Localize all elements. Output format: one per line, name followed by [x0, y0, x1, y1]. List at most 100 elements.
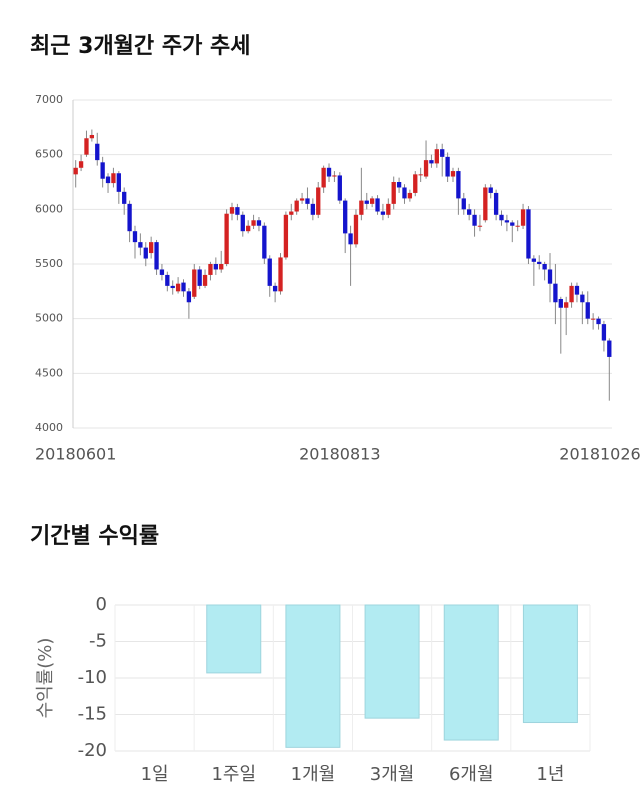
candle-body — [407, 192, 413, 199]
candle-body — [413, 174, 418, 193]
x-tick-label: 1년 — [536, 764, 564, 785]
y-axis-label: 수익률(%) — [35, 638, 56, 719]
y-tick-label: 0 — [96, 594, 107, 615]
candle-body — [154, 242, 159, 270]
candle-body — [148, 242, 154, 254]
y-tick-label: 4000 — [35, 421, 63, 434]
candle-body — [305, 198, 310, 204]
candle-body — [418, 174, 423, 176]
candle-body — [440, 149, 445, 157]
chart-title: 최근 3개월간 주가 추세 — [30, 34, 250, 59]
candle-body — [89, 134, 95, 139]
x-tick-label: 1개월 — [291, 764, 336, 785]
candle-body — [386, 203, 391, 215]
candle-body — [569, 285, 574, 303]
candle-body — [73, 167, 78, 175]
candle-body — [380, 211, 386, 215]
candle-body — [477, 225, 483, 227]
candle-body — [564, 302, 569, 308]
candle-body — [445, 156, 450, 177]
candle-body — [590, 318, 596, 320]
candle-body — [601, 324, 607, 341]
x-tick-label: 3개월 — [370, 764, 415, 785]
candle-body — [493, 192, 499, 215]
candle-body — [402, 187, 407, 199]
candle-body — [547, 269, 553, 284]
candle-body — [186, 291, 192, 303]
candle-body — [504, 220, 510, 223]
bar — [522, 604, 578, 724]
x-tick-label: 20180813 — [299, 445, 380, 464]
candle-body — [256, 220, 262, 226]
candle-body — [229, 207, 235, 214]
candle-body — [127, 203, 132, 232]
candle-body — [299, 198, 305, 201]
candle-body — [542, 264, 547, 270]
candle-body — [132, 231, 138, 243]
candle-body — [510, 222, 515, 226]
candle-body — [138, 242, 143, 248]
candle-body — [283, 214, 289, 258]
candle-body — [100, 162, 105, 179]
candle-body — [192, 269, 197, 297]
candle-body — [461, 198, 466, 210]
candle-body — [434, 149, 439, 164]
candle-body — [353, 214, 359, 245]
candle-body — [116, 173, 121, 192]
candle-body — [450, 171, 456, 177]
candle-body — [499, 214, 504, 221]
candle-body — [235, 207, 240, 215]
candle-body — [213, 264, 218, 270]
y-tick-label: 7000 — [35, 93, 63, 106]
candle-body — [197, 269, 202, 286]
x-tick-label: 1주일 — [211, 764, 256, 785]
candle-body — [105, 176, 111, 184]
candle-body — [310, 203, 316, 215]
candle-body — [483, 187, 488, 221]
bar — [443, 604, 499, 741]
candle-body — [574, 285, 580, 295]
candle-body — [122, 191, 127, 204]
candle-body — [219, 264, 224, 270]
candle-body — [343, 200, 348, 234]
candle-body — [181, 282, 186, 292]
candle-body — [251, 220, 256, 226]
candle-body — [580, 294, 585, 303]
candle-body — [429, 160, 434, 164]
candle-body — [111, 173, 116, 184]
candle-body — [246, 225, 251, 232]
candle-body — [537, 261, 542, 264]
y-tick-label: -20 — [78, 740, 107, 761]
candle-body — [558, 298, 563, 308]
candle-body — [596, 318, 601, 325]
candle-body — [467, 209, 472, 215]
candle-body — [396, 182, 402, 188]
candle-body — [294, 200, 299, 212]
candle-body — [375, 198, 380, 212]
candle-body — [488, 187, 493, 193]
y-tick-label: 6500 — [35, 148, 63, 161]
candle-body — [95, 143, 100, 161]
bar — [285, 604, 341, 748]
candle-body — [78, 161, 84, 168]
y-tick-label: 5000 — [35, 312, 63, 325]
candle-body — [278, 257, 283, 292]
candle-body — [267, 258, 272, 286]
candle-body — [165, 274, 170, 286]
candle-body — [289, 211, 294, 215]
candle-body — [391, 182, 396, 204]
candle-body — [272, 285, 278, 292]
candle-body — [224, 213, 229, 264]
y-tick-label: -10 — [78, 667, 107, 688]
candle-body — [159, 269, 165, 275]
candle-body — [364, 200, 369, 204]
candle-body — [262, 225, 267, 259]
x-tick-label: 6개월 — [449, 764, 494, 785]
candle-body — [202, 274, 208, 286]
candle-body — [316, 187, 321, 215]
bar — [206, 604, 262, 674]
y-tick-label: 6000 — [35, 202, 63, 215]
candle-body — [321, 167, 326, 188]
candle-body — [326, 167, 332, 177]
